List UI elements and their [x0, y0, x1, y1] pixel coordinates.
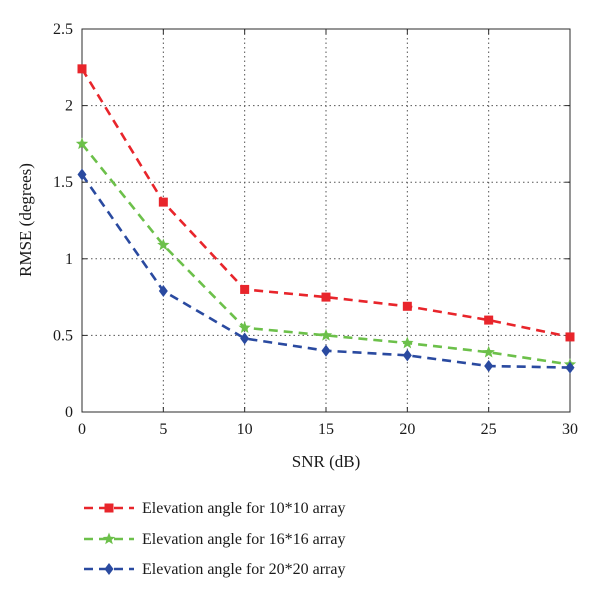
- x-tick-label: 0: [78, 421, 86, 438]
- data-point: [565, 361, 575, 374]
- x-tick-label: 5: [159, 421, 167, 438]
- data-point: [77, 64, 87, 74]
- data-point: [319, 328, 333, 341]
- legend-marker: [104, 563, 114, 575]
- legend-label: Elevation angle for 20*20 array: [142, 561, 345, 578]
- data-point: [321, 292, 331, 302]
- data-point: [240, 284, 250, 294]
- y-tick-label: 0: [65, 404, 73, 421]
- series-1: [77, 64, 575, 342]
- x-tick-label: 30: [562, 421, 578, 438]
- x-tick-label: 25: [481, 421, 497, 438]
- data-point: [402, 301, 412, 311]
- data-point: [158, 284, 168, 297]
- y-tick-label: 0.5: [53, 327, 73, 344]
- x-tick-label: 10: [237, 421, 253, 438]
- series-line: [80, 173, 571, 369]
- data-point: [77, 168, 87, 181]
- series-3: [77, 168, 575, 374]
- axis-ticks: 0 5 10 15 20 25 30 0 0.5 1 1.5 2 2.5: [53, 21, 578, 438]
- data-point: [484, 360, 494, 373]
- y-tick-label: 2: [65, 98, 73, 115]
- y-axis-title: RMSE (degrees): [16, 163, 35, 277]
- y-tick-label: 2.5: [53, 21, 73, 38]
- data-point: [238, 321, 251, 333]
- x-axis-title: SNR (dB): [292, 452, 360, 471]
- legend-marker: [102, 532, 116, 545]
- data-point: [75, 137, 89, 150]
- legend: Elevation angle for 10*10 array Elevation…: [84, 500, 345, 578]
- legend-item-1: Elevation angle for 10*10 array: [84, 500, 345, 517]
- data-point: [158, 197, 168, 207]
- data-point: [484, 315, 494, 325]
- y-tick-label: 1: [65, 251, 73, 268]
- data-point: [482, 345, 495, 358]
- data-point: [240, 332, 250, 345]
- y-tick-label: 1.5: [53, 174, 73, 191]
- legend-label: Elevation angle for 16*16 array: [142, 531, 345, 548]
- data-point: [157, 238, 170, 251]
- x-tick-label: 20: [399, 421, 415, 438]
- legend-item-3: Elevation angle for 20*20 array: [84, 561, 345, 578]
- x-tick-label: 15: [318, 421, 334, 438]
- data-point: [401, 336, 414, 349]
- data-point: [402, 349, 412, 362]
- legend-marker: [104, 503, 114, 513]
- series: [75, 64, 577, 374]
- data-point: [565, 332, 575, 342]
- legend-label: Elevation angle for 10*10 array: [142, 500, 345, 517]
- data-point: [321, 344, 331, 357]
- legend-item-2: Elevation angle for 16*16 array: [84, 531, 345, 548]
